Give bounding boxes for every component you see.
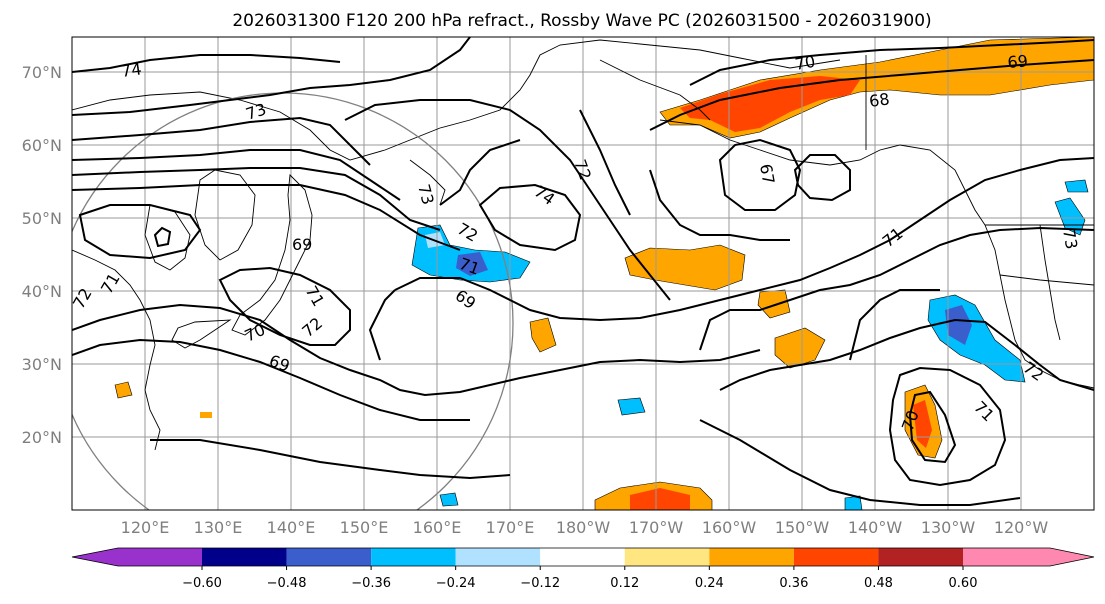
lon-label: 130°W bbox=[921, 518, 976, 537]
lon-label: 140°E bbox=[267, 518, 316, 537]
contour-label: 69 bbox=[1007, 51, 1029, 72]
lon-label: 180°W bbox=[556, 518, 611, 537]
colorbar-segment bbox=[371, 548, 456, 566]
chart-title: 2026031300 F120 200 hPa refract., Rossby… bbox=[232, 11, 931, 31]
colorbar-segment bbox=[709, 548, 794, 566]
lon-label: 130°E bbox=[194, 518, 243, 537]
strong-negative-anomaly-east bbox=[945, 305, 972, 345]
contour-label: 73 bbox=[1059, 227, 1081, 250]
lon-label: 120°W bbox=[994, 518, 1049, 537]
colorbar-segment bbox=[878, 548, 963, 566]
longitude-labels: 120°E 130°E 140°E 150°E 160°E 170°E 180°… bbox=[121, 518, 1049, 537]
contour-lines bbox=[72, 37, 1094, 506]
negative-anomaly-spot-4 bbox=[439, 492, 459, 507]
lon-label: 150°W bbox=[775, 518, 830, 537]
colorbar-segment bbox=[202, 548, 287, 566]
lon-label: 160°E bbox=[413, 518, 462, 537]
lon-label: 170°W bbox=[629, 518, 684, 537]
strong-negative-anomaly-central bbox=[456, 252, 488, 276]
contour-label: 69 bbox=[292, 235, 312, 254]
lon-label: 140°W bbox=[848, 518, 903, 537]
colorbar-extend-max bbox=[1050, 548, 1094, 566]
contour-label: 73 bbox=[414, 182, 438, 207]
colorbar-segment bbox=[286, 548, 372, 566]
colorbar-extend-min bbox=[72, 548, 118, 566]
colorbar: −0.60 −0.48 −0.36 −0.24 −0.12 0.12 0.24 0.36 0.4… bbox=[71, 547, 1095, 591]
colorbar-tick-label: 0.60 bbox=[949, 576, 978, 591]
lat-label: 20°N bbox=[22, 428, 62, 447]
strong-anomaly-southeast bbox=[913, 400, 932, 448]
shading-layer bbox=[114, 37, 1094, 510]
positive-anomaly-small-3 bbox=[774, 327, 826, 369]
map-panel: 74 73 72 71 69 70 72 69 71 72 73 71 69 7… bbox=[72, 37, 1094, 510]
colorbar-segment bbox=[455, 548, 541, 566]
colorbar-segment bbox=[624, 548, 710, 566]
strong-anomaly-northeast bbox=[680, 76, 860, 132]
lon-label: 170°E bbox=[486, 518, 535, 537]
colorbar-tick-label: −0.12 bbox=[520, 576, 560, 591]
colorbar-segment bbox=[540, 548, 625, 566]
colorbar-tick-label: −0.48 bbox=[267, 576, 307, 591]
lon-label: 120°E bbox=[121, 518, 170, 537]
lat-label: 40°N bbox=[22, 282, 62, 301]
colorbar-tick-label: −0.60 bbox=[182, 576, 222, 591]
colorbar-segment bbox=[118, 548, 202, 566]
lat-label: 30°N bbox=[22, 355, 62, 374]
negative-anomaly-spot-2 bbox=[1064, 179, 1089, 193]
colorbar-segment bbox=[963, 548, 1050, 566]
lon-label: 150°E bbox=[340, 518, 389, 537]
positive-anomaly-spot-2 bbox=[200, 412, 212, 418]
contour-label: 74 bbox=[120, 59, 143, 81]
colorbar-outline bbox=[71, 547, 1095, 567]
colorbar-tick-label: 0.24 bbox=[695, 576, 724, 591]
colorbar-tick-label: 0.48 bbox=[864, 576, 893, 591]
lat-label: 50°N bbox=[22, 209, 62, 228]
colorbar-segment bbox=[793, 548, 879, 566]
lat-label: 60°N bbox=[22, 136, 62, 155]
contour-label: 70 bbox=[793, 52, 816, 74]
contour-label: 67 bbox=[756, 162, 778, 185]
colorbar-tick-label: 0.36 bbox=[779, 576, 808, 591]
colorbar-tick-label: −0.24 bbox=[436, 576, 476, 591]
positive-anomaly-spot-1 bbox=[114, 381, 133, 399]
positive-anomaly-small-2 bbox=[529, 317, 557, 353]
latitude-labels: 70°N 60°N 50°N 40°N 30°N 20°N bbox=[22, 63, 62, 447]
lat-label: 70°N bbox=[22, 63, 62, 82]
contour-label: 68 bbox=[868, 89, 891, 111]
positive-anomaly-central bbox=[624, 244, 746, 291]
negative-anomaly-spot-1 bbox=[617, 397, 646, 416]
strong-anomaly-south bbox=[630, 488, 690, 510]
positive-anomaly-small-1 bbox=[757, 289, 791, 319]
colorbar-tick-label: 0.12 bbox=[610, 576, 639, 591]
negative-anomaly-spot-3 bbox=[1054, 197, 1086, 236]
colorbar-tick-label: −0.36 bbox=[351, 576, 391, 591]
lon-label: 160°W bbox=[702, 518, 757, 537]
